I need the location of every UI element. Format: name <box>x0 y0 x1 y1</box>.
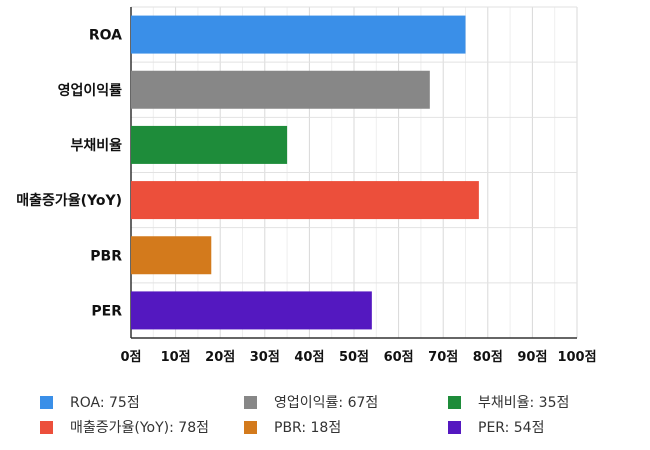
x-tick-labels: 0점 10점 20점 30점 40점 50점 60점 70점 80점 90점 100점 <box>120 350 596 365</box>
bar-1 <box>131 70 430 109</box>
category-label: ROA <box>89 28 122 44</box>
x-tick-label: 90점 <box>517 350 547 365</box>
x-tick-label: 100점 <box>557 350 596 365</box>
x-tick-label: 70점 <box>428 350 458 365</box>
category-label: PBR <box>90 248 122 264</box>
x-tick-label: 10점 <box>161 350 191 365</box>
x-tick-label: 80점 <box>473 350 503 365</box>
x-tick-label: 60점 <box>384 350 414 365</box>
bar-0 <box>131 15 466 54</box>
grid <box>130 6 578 339</box>
category-label: 영업이익률 <box>58 82 123 99</box>
category-label: 매출증가율(YoY) <box>16 192 122 209</box>
bar-2 <box>131 125 288 164</box>
x-tick-label: 20점 <box>205 350 235 365</box>
x-tick-label: 0점 <box>120 350 141 365</box>
bar-3 <box>131 181 479 220</box>
bar-4 <box>131 236 212 275</box>
bar-5 <box>131 291 372 330</box>
category-label: 부채비율 <box>70 137 122 154</box>
category-label: PER <box>91 303 122 319</box>
x-tick-label: 50점 <box>339 350 369 365</box>
bars <box>131 15 479 330</box>
x-tick-label: 40점 <box>294 350 324 365</box>
x-tick-label: 30점 <box>250 350 280 365</box>
